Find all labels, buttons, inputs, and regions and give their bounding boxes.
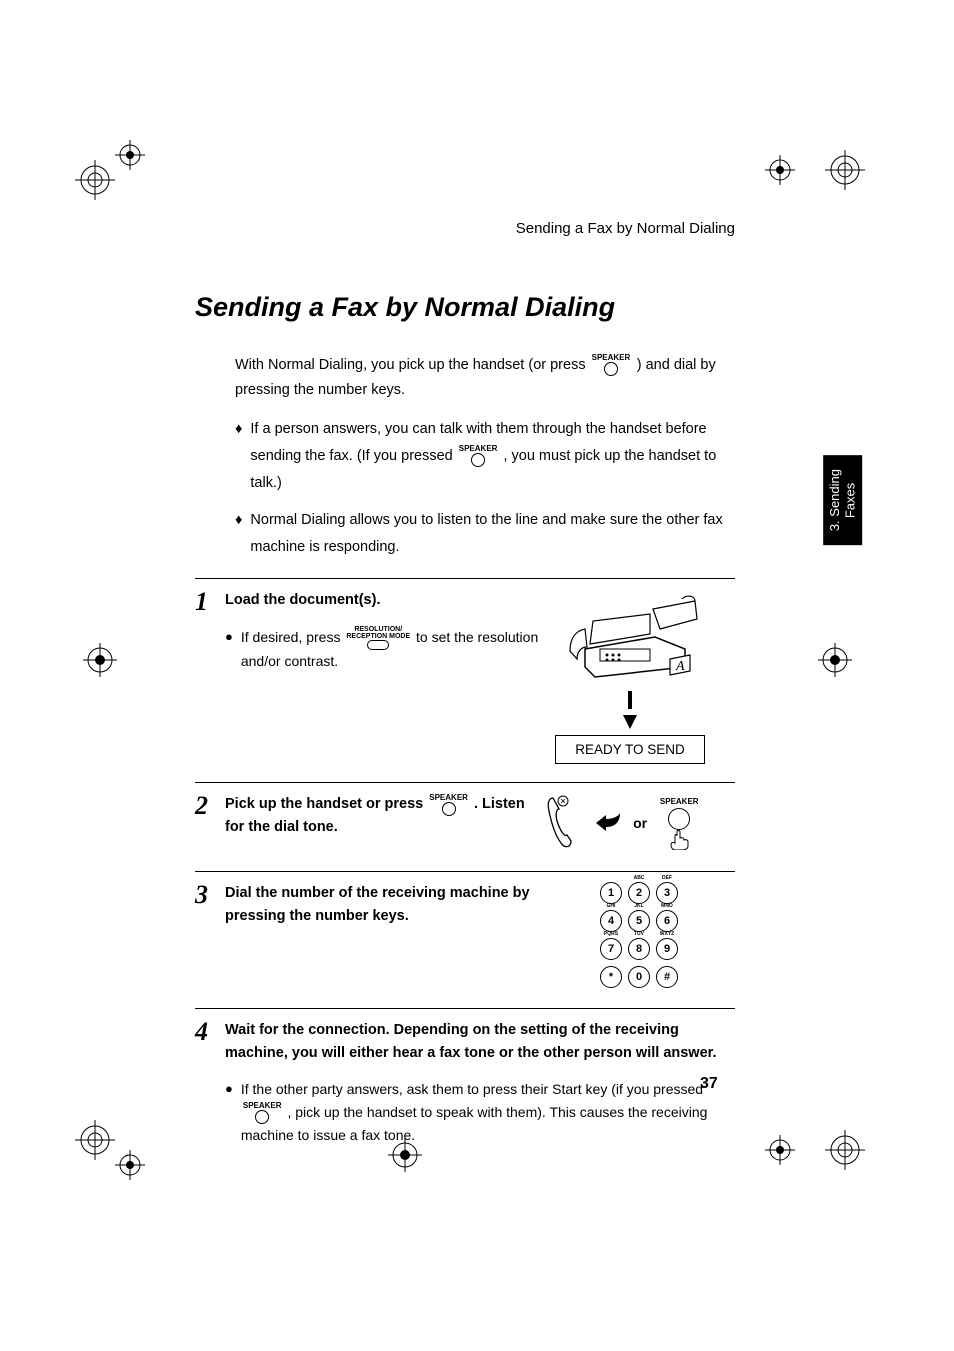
speaker-circle-icon [471,453,485,467]
keypad-key: 4GHI [600,910,622,932]
step-number: 4 [195,1019,225,1146]
speaker-button-icon: SPEAKER [459,445,498,467]
step-3: 3 Dial the number of the receiving machi… [195,871,735,990]
speaker-label: SPEAKER [592,354,631,362]
keypad-key: * [600,966,622,988]
regmark-br [760,1115,870,1185]
step-2: 2 Pick up the handset or press SPEAKER .… [195,782,735,853]
keypad-key: 6MNO [656,910,678,932]
regmark-tl [75,135,145,205]
step-number: 2 [195,793,225,853]
speaker-circle-icon [668,808,690,830]
step-number: 1 [195,589,225,764]
step-number: 3 [195,882,225,990]
step-heading: Dial the number of the receiving machine… [225,882,555,927]
diamond-icon: ♦ [235,416,242,496]
keypad-key: 2ABC [628,882,650,904]
arrow-down-icon [545,691,715,729]
speaker-label: SPEAKER [243,1102,282,1110]
section-tab: 3. SendingFaxes [823,455,862,545]
speaker-label: SPEAKER [429,794,468,802]
step-sub-text: , pick up the handset to speak with them… [241,1104,708,1143]
disc-icon: ● [225,626,233,673]
handset-icon [541,793,581,853]
bullet-item: ♦ Normal Dialing allows you to listen to… [235,507,725,561]
speaker-circle-icon [442,802,456,816]
hand-pointer-icon [667,830,691,850]
keypad-key: # [656,966,678,988]
lcd-display: READY TO SEND [555,735,705,764]
step-heading: Wait for the connection. Depending on th… [225,1019,735,1064]
bullet-text: Normal Dialing allows you to listen to t… [250,512,722,555]
speaker-label: SPEAKER [459,445,498,453]
or-label: or [633,815,647,831]
running-head: Sending a Fax by Normal Dialing [195,220,735,237]
resolution-mode-button-icon: RESOLUTION/ RECEPTION MODE [346,626,410,650]
diamond-icon: ♦ [235,507,242,561]
step-heading: Pick up the handset or press [225,796,427,812]
keypad-key: 7PQRS [600,938,622,960]
disc-icon: ● [225,1078,233,1146]
keypad-key: 3DEF [656,882,678,904]
speaker-button-large-icon: SPEAKER [660,797,699,850]
step-4: 4 Wait for the connection. Depending on … [195,1008,735,1154]
step-1: 1 Load the document(s). ● If desired, pr… [195,578,735,764]
bullet-item: ♦ If a person answers, you can talk with… [235,416,725,496]
keypad-key: 8TUV [628,938,650,960]
resmode-label: RESOLUTION/ [354,626,402,633]
regmark-mr [810,635,860,685]
step-sub-text: If the other party answers, ask them to … [241,1081,703,1097]
page-title: Sending a Fax by Normal Dialing [195,292,735,323]
step-heading: Load the document(s). [225,589,545,611]
resmode-label: RECEPTION MODE [346,633,410,640]
svg-text:A: A [675,659,685,674]
regmark-tr [760,135,870,205]
fax-machine-icon: A [555,589,705,684]
keypad-key: 1 [600,882,622,904]
arrow-left-icon [594,813,620,833]
speaker-label: SPEAKER [660,797,699,806]
keypad-key: 0 [628,966,650,988]
speaker-button-icon: SPEAKER [592,354,631,376]
intro-text-a: With Normal Dialing, you pick up the han… [235,357,590,373]
speaker-button-icon: SPEAKER [243,1102,282,1124]
speaker-button-icon: SPEAKER [429,794,468,816]
regmark-ml [75,635,125,685]
resmode-oval-icon [367,640,389,650]
keypad-icon: 1 2ABC 3DEF 4GHI 5JKL 6MNO 7PQRS 8TUV 9WXYZ * 0 # [555,882,725,990]
speaker-circle-icon [604,362,618,376]
page-number: 37 [700,1075,718,1093]
speaker-circle-icon [255,1110,269,1124]
keypad-key: 9WXYZ [656,938,678,960]
keypad-key: 5JKL [628,910,650,932]
regmark-bl [75,1115,145,1185]
step-sub-text: If desired, press [241,629,345,645]
